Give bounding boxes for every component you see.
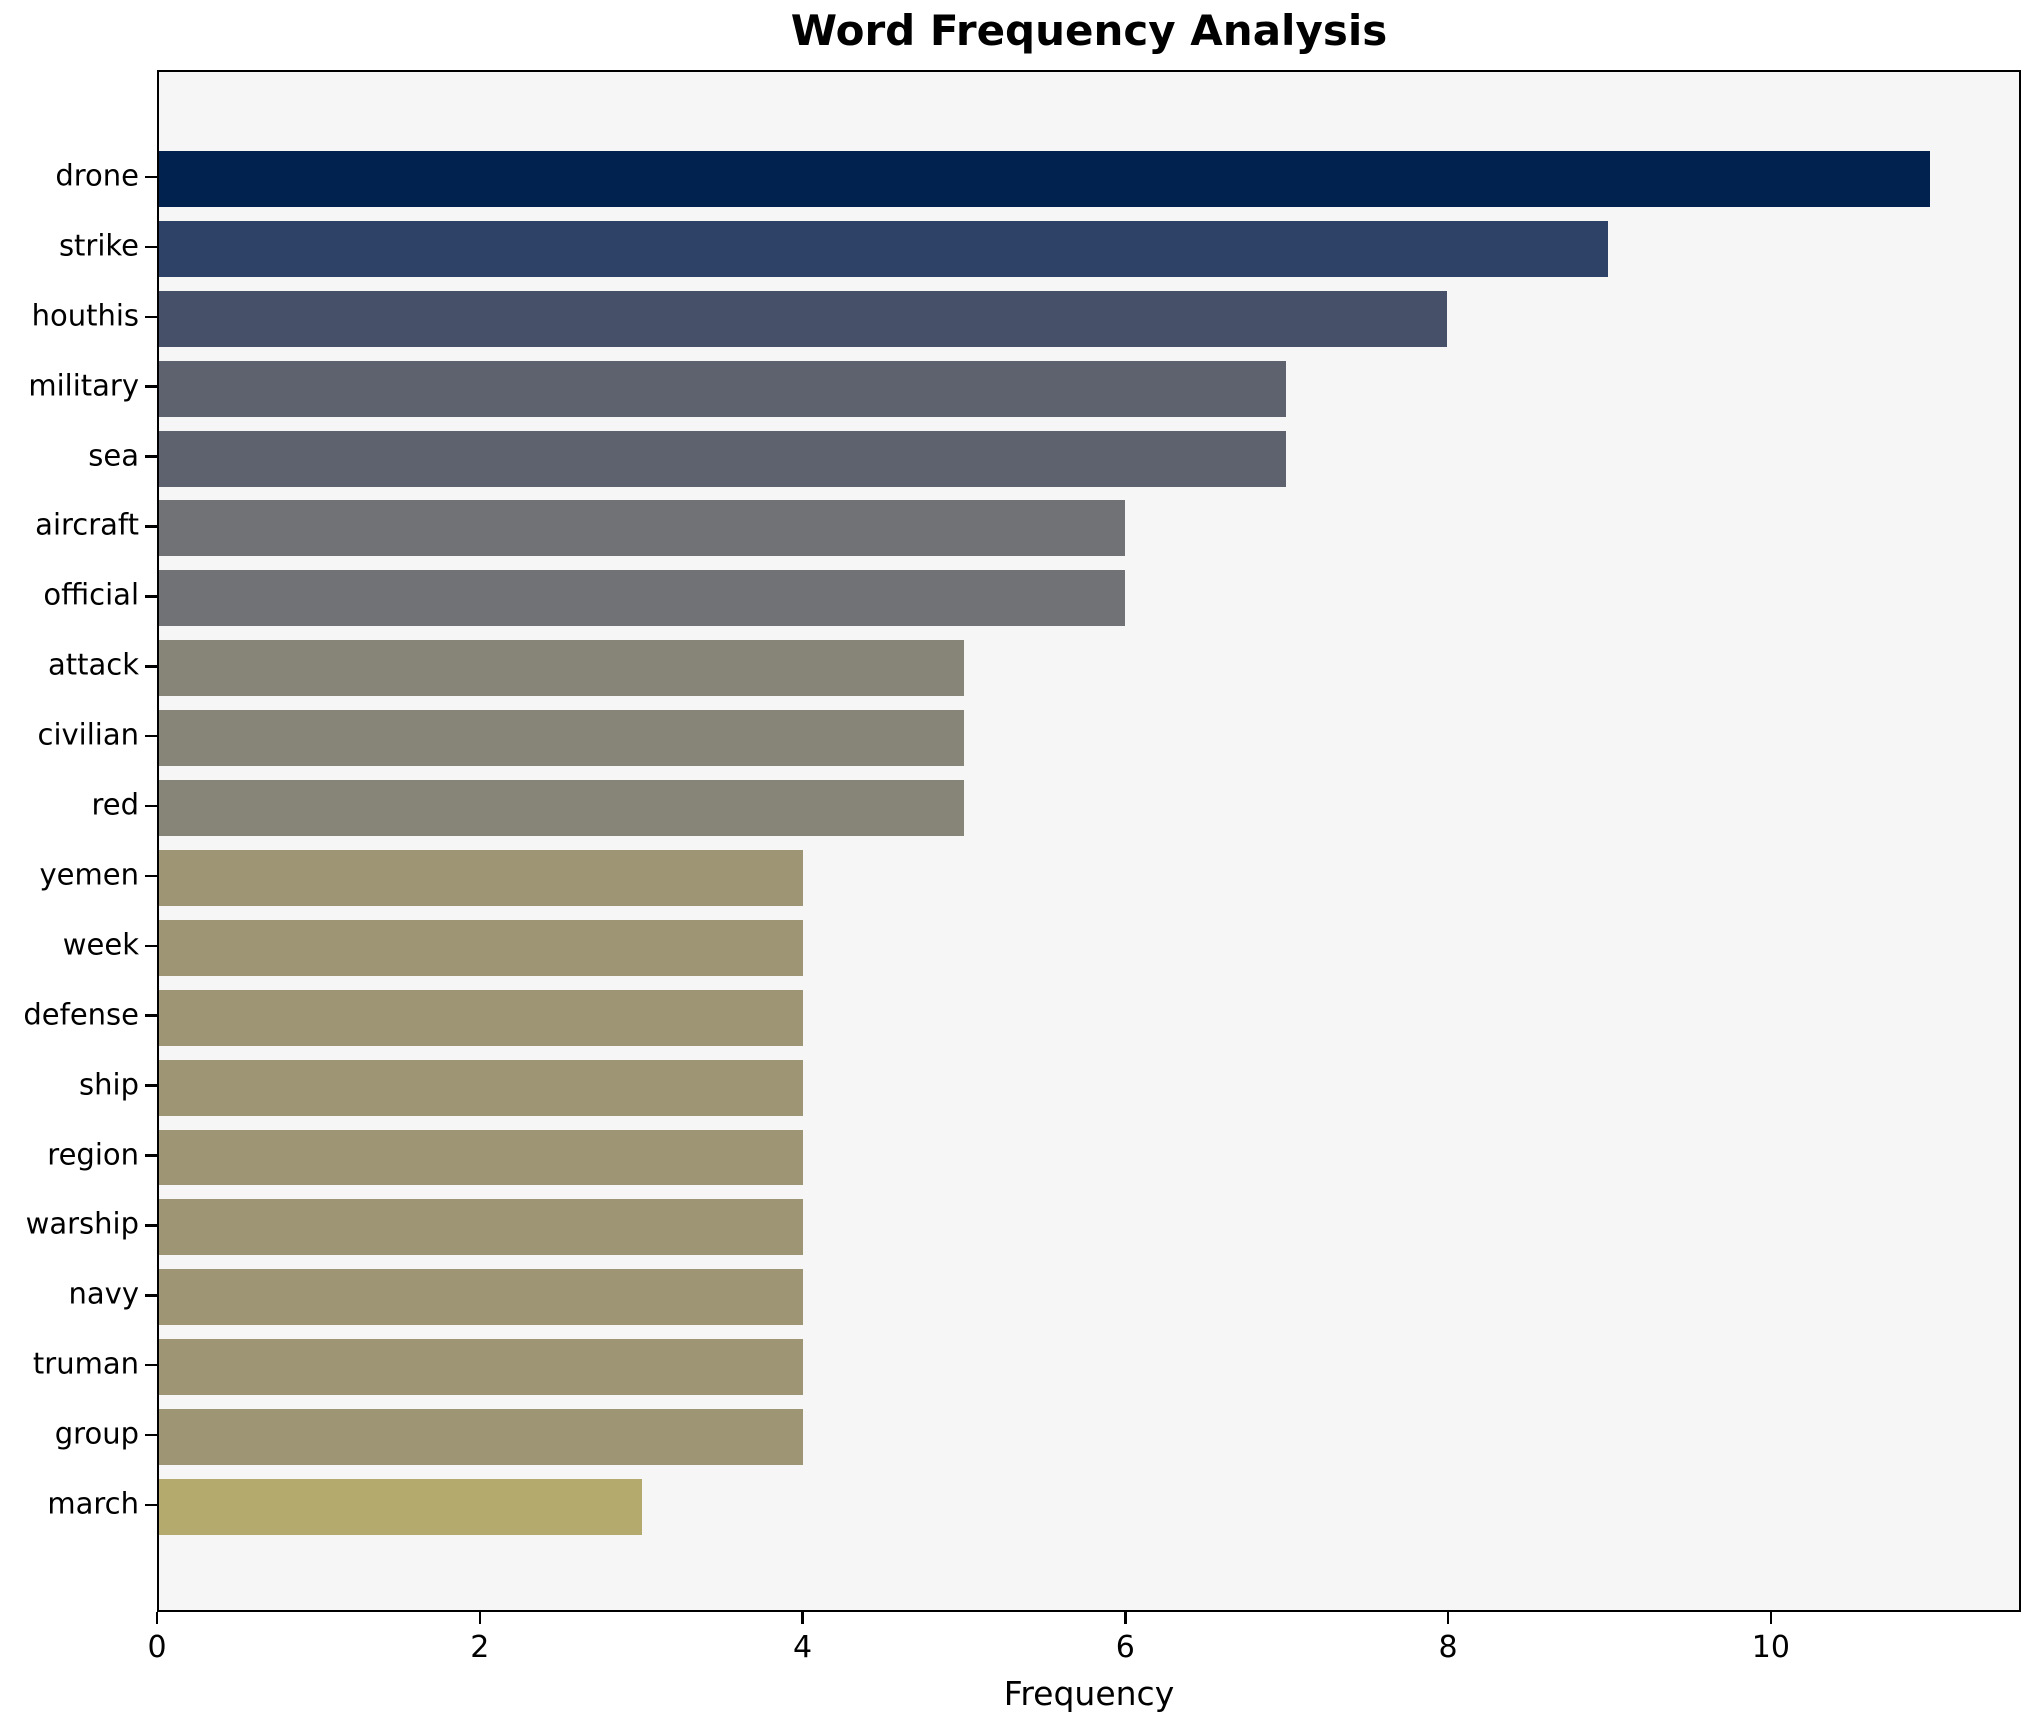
y-tick-label-military: military: [28, 367, 139, 402]
x-tick-label-4: 4: [792, 1630, 813, 1665]
y-tick-label-houthis: houthis: [31, 298, 139, 333]
x-tick-6: [1124, 1612, 1127, 1624]
bar-military: [159, 360, 1287, 417]
x-tick-label-0: 0: [147, 1630, 167, 1665]
y-tick-aircraft: [145, 525, 157, 528]
y-tick-drone: [145, 175, 157, 179]
x-tick-label-6: 6: [1115, 1630, 1135, 1665]
y-tick-red: [145, 804, 157, 808]
bar-red: [159, 780, 965, 836]
y-tick-label-navy: navy: [68, 1276, 139, 1311]
y-tick-label-defense: defense: [23, 997, 139, 1032]
y-tick-label-sea: sea: [88, 437, 139, 472]
y-tick-label-yemen: yemen: [39, 857, 139, 892]
x-tick-4: [801, 1612, 804, 1624]
y-tick-label-group: group: [54, 1416, 139, 1451]
x-tick-0: [155, 1612, 159, 1624]
y-tick-label-week: week: [62, 927, 139, 962]
y-tick-official: [145, 595, 157, 598]
y-tick-yemen: [145, 874, 157, 878]
bar-houthis: [159, 290, 1448, 347]
bar-aircraft: [159, 500, 1126, 557]
bar-region: [159, 1129, 804, 1186]
y-tick-region: [145, 1154, 157, 1157]
bar-week: [159, 919, 804, 976]
chart-title: Word Frequency Analysis: [790, 6, 1388, 55]
y-tick-civilian: [145, 734, 157, 738]
bar-civilian: [159, 710, 965, 767]
bar-ship: [159, 1059, 804, 1116]
bar-attack: [159, 640, 965, 697]
y-tick-label-march: march: [47, 1486, 139, 1521]
y-tick-march: [145, 1503, 157, 1507]
x-tick-8: [1446, 1612, 1450, 1624]
y-tick-label-truman: truman: [32, 1346, 139, 1381]
plot-area: [157, 70, 2021, 1612]
bar-official: [159, 570, 1126, 627]
bar-truman: [159, 1339, 804, 1396]
x-axis-label: Frequency: [1003, 1674, 1175, 1713]
y-tick-label-ship: ship: [79, 1066, 139, 1101]
y-tick-label-aircraft: aircraft: [35, 507, 139, 542]
bar-march: [159, 1479, 643, 1535]
bar-strike: [159, 220, 1609, 277]
y-tick-label-red: red: [91, 787, 139, 822]
y-tick-label-civilian: civilian: [37, 717, 140, 752]
x-tick-10: [1769, 1612, 1773, 1624]
x-tick-label-8: 8: [1438, 1630, 1458, 1665]
y-tick-ship: [145, 1084, 157, 1087]
x-tick-label-2: 2: [470, 1630, 490, 1665]
bar-group: [159, 1409, 804, 1466]
y-tick-houthis: [145, 315, 157, 318]
y-tick-defense: [145, 1014, 157, 1017]
y-tick-label-warship: warship: [25, 1206, 139, 1241]
y-tick-sea: [145, 455, 157, 458]
bar-sea: [159, 430, 1287, 487]
y-tick-military: [145, 385, 157, 388]
bar-warship: [159, 1199, 804, 1256]
y-tick-strike: [145, 245, 157, 249]
bar-navy: [159, 1269, 804, 1326]
y-tick-group: [145, 1433, 157, 1437]
x-tick-2: [478, 1612, 482, 1624]
y-tick-label-region: region: [47, 1136, 139, 1171]
bar-defense: [159, 989, 804, 1046]
y-tick-label-attack: attack: [47, 647, 139, 682]
y-tick-attack: [145, 665, 157, 668]
x-tick-label-10: 10: [1751, 1630, 1790, 1665]
y-tick-week: [145, 944, 157, 948]
y-tick-label-strike: strike: [58, 228, 139, 263]
y-tick-navy: [145, 1294, 157, 1297]
y-tick-label-drone: drone: [55, 158, 139, 193]
y-tick-label-official: official: [43, 577, 139, 612]
bar-yemen: [159, 849, 804, 906]
bar-drone: [159, 151, 1931, 207]
y-tick-warship: [145, 1224, 157, 1227]
y-tick-truman: [145, 1363, 157, 1367]
